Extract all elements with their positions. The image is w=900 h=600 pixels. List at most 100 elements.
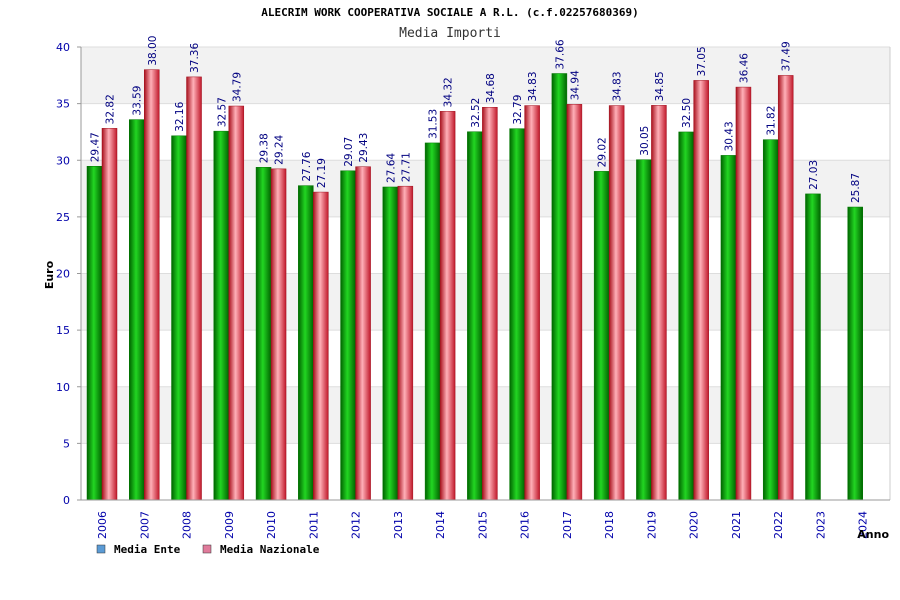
data-label: 30.05 [639, 126, 651, 156]
data-label: 32.16 [174, 101, 186, 131]
x-tick-label: 2020 [688, 511, 701, 539]
y-tick-label: 10 [56, 381, 70, 394]
bar-media-nazionale [439, 111, 456, 501]
y-tick-label: 40 [56, 41, 70, 54]
bar-media-nazionale [355, 166, 371, 501]
bar-media-nazionale [777, 75, 794, 501]
data-label: 37.05 [696, 46, 708, 76]
x-tick-label: 2013 [392, 511, 405, 539]
bar-media-ente [551, 73, 568, 501]
x-axis-label: Anno [857, 528, 889, 541]
x-tick-label: 2019 [645, 511, 658, 539]
bar-media-ente [678, 131, 694, 501]
chart-subtitle: Media Importi [399, 26, 501, 41]
y-tick-label: 20 [56, 268, 70, 281]
bar-media-nazionale [735, 86, 752, 501]
legend-label-nazionale: Media Nazionale [220, 543, 320, 556]
bar-media-ente [636, 159, 652, 501]
x-tick-label: 2015 [476, 511, 489, 539]
data-label: 29.07 [343, 137, 355, 167]
data-label: 36.46 [738, 53, 750, 83]
legend-label-ente: Media Ente [114, 543, 181, 556]
bar-media-ente [509, 128, 525, 501]
legend-swatch-nazionale [202, 544, 212, 554]
x-tick-label: 2024 [857, 511, 870, 539]
bar-media-ente [720, 155, 737, 501]
data-label: 32.57 [216, 97, 228, 127]
x-tick-label: 2023 [814, 511, 827, 539]
data-label: 34.32 [443, 77, 455, 107]
bar-media-nazionale [566, 104, 583, 501]
bar-media-nazionale [608, 105, 625, 501]
data-label: 27.76 [301, 151, 313, 181]
x-tick-label: 2012 [350, 511, 363, 539]
data-label: 29.47 [90, 132, 102, 162]
x-tick-label: 2017 [561, 511, 574, 539]
bar-media-ente [382, 186, 399, 501]
chart-title: ALECRIM WORK COOPERATIVA SOCIALE A R.L. … [261, 6, 639, 19]
data-label: 37.66 [554, 39, 566, 69]
x-tick-label: 2008 [181, 511, 194, 539]
x-tick-label: 2016 [519, 511, 532, 539]
bar-media-ente [467, 131, 483, 501]
data-label: 34.94 [569, 70, 581, 100]
y-tick-label: 5 [63, 437, 70, 450]
data-label: 34.79 [231, 72, 243, 102]
data-label: 34.83 [527, 71, 539, 101]
x-tick-label: 2006 [96, 511, 109, 539]
y-tick-label: 0 [63, 494, 70, 507]
bar-media-ente [86, 166, 103, 501]
bar-media-ente [847, 206, 863, 501]
data-label: 27.64 [385, 153, 397, 183]
bar-media-nazionale [693, 80, 709, 501]
x-tick-label: 2014 [434, 511, 447, 539]
bar-media-ente [593, 171, 610, 501]
bar-media-ente [298, 185, 314, 501]
data-label: 31.53 [428, 109, 440, 139]
data-label: 27.03 [808, 160, 820, 190]
x-tick-label: 2022 [772, 511, 785, 539]
x-tick-label: 2021 [730, 511, 743, 539]
y-axis-label: Euro [43, 260, 56, 289]
bar-media-ente [805, 193, 821, 501]
bar-media-nazionale [101, 128, 118, 501]
y-tick-label: 15 [56, 324, 70, 337]
bar-media-nazionale [313, 191, 329, 501]
x-tick-label: 2007 [138, 511, 151, 539]
bar-media-ente [424, 142, 441, 501]
x-tick-label: 2011 [307, 511, 320, 539]
data-label: 30.43 [723, 121, 735, 151]
data-label: 29.43 [358, 133, 370, 163]
data-label: 27.19 [316, 158, 328, 188]
data-label: 34.85 [654, 71, 666, 101]
bars-group [86, 69, 863, 501]
data-label: 29.02 [597, 137, 609, 167]
legend: Media Ente Media Nazionale [96, 543, 320, 556]
legend-swatch-ente [96, 544, 106, 554]
y-tick-label: 25 [56, 211, 70, 224]
bar-media-nazionale [397, 185, 414, 501]
bar-media-nazionale [524, 105, 540, 501]
data-label: 33.59 [132, 86, 144, 116]
y-tick-label: 35 [56, 98, 70, 111]
data-label: 32.50 [681, 98, 693, 128]
y-axis-ticks: 0 5 10 15 20 25 30 35 40 [56, 41, 81, 507]
x-tick-label: 2010 [265, 511, 278, 539]
data-label: 29.38 [259, 133, 271, 163]
bar-media-nazionale [228, 105, 245, 501]
data-label: 29.24 [274, 134, 286, 164]
data-label: 32.79 [512, 95, 524, 125]
data-label: 37.49 [781, 41, 793, 71]
plot-band [81, 47, 890, 104]
y-tick-label: 30 [56, 154, 70, 167]
data-label: 32.82 [105, 94, 117, 124]
x-tick-label: 2018 [603, 511, 616, 539]
x-axis-ticks: 2006 2007 2008 2009 2010 2011 2012 2013 2014 2015… [96, 511, 870, 539]
bar-media-nazionale [144, 69, 160, 501]
bar-media-ente [340, 170, 356, 501]
data-label: 34.83 [612, 71, 624, 101]
data-label: 38.00 [147, 36, 159, 66]
bar-media-ente [171, 135, 187, 501]
